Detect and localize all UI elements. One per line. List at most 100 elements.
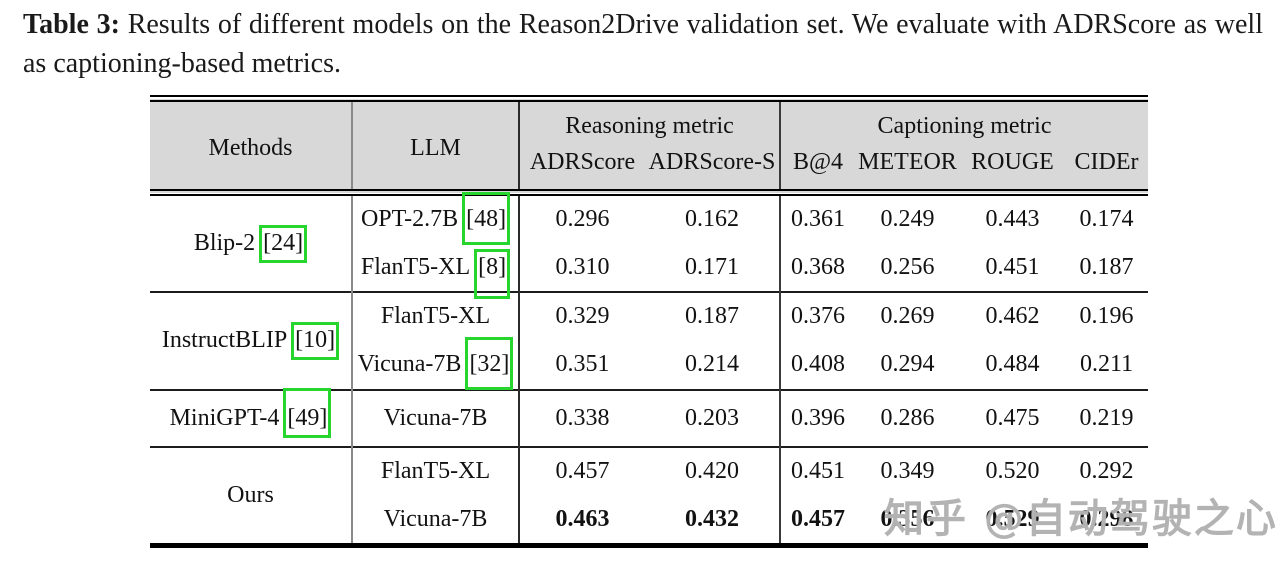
table-row-best: Vicuna-7B 0.463 0.432 0.457 0.356 0.529 … <box>150 495 1148 546</box>
metric-value-cell: 0.203 <box>645 389 781 448</box>
llm-label: FlanT5-XL <box>360 253 471 280</box>
llm-cell: FlanT5-XL [8] <box>352 243 520 299</box>
llm-label: Vicuna-7B <box>383 505 488 532</box>
metric-value-cell: 0.451 <box>791 458 845 485</box>
metric-value-cell: 0.171 <box>645 243 781 293</box>
col-header-adrscore: ADRScore <box>519 144 645 193</box>
citation-link[interactable]: [48] <box>462 192 511 246</box>
method-block-blip2: Blip-2 [24] OPT-2.7B [48] 0.296 0.162 0.36… <box>150 192 1148 299</box>
table-row: InstructBLIP [10] FlanT5-XL 0.329 0.187 0… <box>150 292 1148 390</box>
llm-cell: FlanT5-XL <box>352 447 520 496</box>
caption-label: Table 3: <box>23 9 120 40</box>
metric-value-cell: 0.296 <box>555 206 610 233</box>
group-header-reasoning: Reasoning metric <box>519 98 781 145</box>
caption-text: Results of different models on the Reaso… <box>23 9 1263 79</box>
table-row: MiniGPT-4 [49] Vicuna-7B 0.338 0.203 0.39… <box>150 387 1148 448</box>
metric-value-cell: 0.292 <box>1079 458 1134 485</box>
metric-value-cell: 0.484 <box>985 350 1040 377</box>
col-header-rouge: ROUGE <box>960 144 1065 193</box>
group-header-captioning: Captioning metric <box>780 98 1149 145</box>
table-caption: Table 3: Results of different models on … <box>23 5 1263 83</box>
table-header: Methods LLM Reasoning metric Captioning … <box>150 98 1149 193</box>
metric-value-cell: 0.249 <box>880 206 935 233</box>
metric-value-cell: 0.174 <box>1079 206 1134 233</box>
metric-value-cell: 0.368 <box>791 253 845 280</box>
citation-link[interactable]: [24] <box>259 224 308 263</box>
metric-value-cell: 0.294 <box>880 350 935 377</box>
metric-value-cell: 0.187 <box>1079 253 1134 280</box>
metric-value-cell: 0.219 <box>1079 404 1134 431</box>
metric-value-cell: 0.329 <box>555 303 610 330</box>
metric-value-cell: 0.361 <box>791 206 845 233</box>
llm-label: FlanT5-XL <box>380 458 491 485</box>
metric-value-cell: 0.211 <box>1079 350 1134 377</box>
col-header-meteor: METEOR <box>855 144 960 193</box>
metric-value-cell: 0.396 <box>791 404 845 431</box>
llm-cell: FlanT5-XL <box>352 292 520 341</box>
metric-value-cell: 0.286 <box>880 404 935 431</box>
method-cell: Blip-2 [24] <box>150 192 353 293</box>
metric-value-cell: 0.462 <box>985 303 1040 330</box>
citation-link[interactable]: [10] <box>291 322 340 361</box>
llm-label: Vicuna-7B <box>383 404 488 431</box>
metric-value-cell: 0.338 <box>555 404 610 431</box>
metric-value-cell: 0.443 <box>985 206 1040 233</box>
table-row: Blip-2 [24] OPT-2.7B [48] 0.296 0.162 0.36… <box>150 192 1148 293</box>
metric-value-cell: 0.298 <box>1079 505 1134 532</box>
metric-value-cell: 0.214 <box>645 340 781 390</box>
metric-value-cell: 0.457 <box>555 458 610 485</box>
metric-value-cell: 0.463 <box>555 505 610 532</box>
llm-cell: Vicuna-7B <box>352 389 520 448</box>
method-block-minigpt4: MiniGPT-4 [49] Vicuna-7B 0.338 0.203 0.39… <box>150 387 1149 448</box>
table-row: Vicuna-7B [32] 0.351 0.214 0.408 0.294 0.… <box>150 336 1148 390</box>
col-header-methods: Methods <box>150 98 353 193</box>
citation-link[interactable]: [49] <box>283 387 332 438</box>
metric-value-cell: 0.408 <box>791 350 845 377</box>
col-header-cider: CIDEr <box>1065 144 1149 193</box>
metric-value-cell: 0.451 <box>985 253 1040 280</box>
table-row: FlanT5-XL [8] 0.310 0.171 0.368 0.256 0.4… <box>150 243 1148 299</box>
metric-value-cell: 0.420 <box>645 447 781 496</box>
method-block-instructblip: InstructBLIP [10] FlanT5-XL 0.329 0.187 0… <box>150 292 1149 390</box>
method-label: InstructBLIP <box>161 327 288 354</box>
metric-value-cell: 0.432 <box>645 495 781 546</box>
results-table: Methods LLM Reasoning metric Captioning … <box>150 95 1149 549</box>
header-group-row: Methods LLM Reasoning metric Captioning … <box>150 98 1149 193</box>
metric-value-cell: 0.529 <box>985 505 1040 532</box>
llm-cell: Vicuna-7B <box>352 495 520 546</box>
metric-value-cell: 0.475 <box>985 404 1040 431</box>
metric-value-cell: 0.269 <box>880 303 935 330</box>
col-header-b4: B@4 <box>780 144 855 193</box>
metric-value-cell: 0.457 <box>791 505 845 532</box>
method-cell: Ours <box>150 447 353 546</box>
metric-value-cell: 0.376 <box>791 303 845 330</box>
table-row: Ours FlanT5-XL 0.457 0.420 0.451 0.349 0… <box>150 447 1148 546</box>
citation-link[interactable]: [32] <box>465 336 514 390</box>
metric-value-cell: 0.520 <box>985 458 1040 485</box>
metric-value-cell: 0.351 <box>555 350 610 377</box>
metric-value-cell: 0.162 <box>645 192 781 244</box>
col-header-adrscore-s: ADRScore-S <box>645 144 781 193</box>
method-block-ours: Ours FlanT5-XL 0.457 0.420 0.451 0.349 0… <box>150 447 1149 546</box>
table-container: Methods LLM Reasoning metric Captioning … <box>150 95 1149 549</box>
method-label: Ours <box>227 481 274 508</box>
llm-label: Vicuna-7B <box>357 350 462 377</box>
metric-value-cell: 0.196 <box>1079 303 1134 330</box>
method-cell: MiniGPT-4 [49] <box>150 387 353 448</box>
col-header-llm: LLM <box>352 98 520 193</box>
method-label: MiniGPT-4 <box>169 404 280 431</box>
llm-cell: Vicuna-7B [32] <box>352 336 520 390</box>
metric-value-cell: 0.349 <box>880 458 935 485</box>
llm-label: OPT-2.7B <box>360 206 459 233</box>
metric-value-cell: 0.256 <box>880 253 935 280</box>
citation-link[interactable]: [8] <box>474 248 511 299</box>
llm-cell: OPT-2.7B [48] <box>352 192 520 246</box>
method-label: Blip-2 <box>193 229 256 256</box>
llm-label: FlanT5-XL <box>380 303 491 330</box>
header-sub-row: ADRScore ADRScore-S B@4 METEOR ROUGE CID… <box>150 144 1149 193</box>
method-cell: InstructBLIP [10] <box>150 292 353 390</box>
metric-value-cell: 0.187 <box>645 292 781 341</box>
metric-value-cell: 0.356 <box>880 505 935 532</box>
metric-value-cell: 0.310 <box>555 253 610 280</box>
